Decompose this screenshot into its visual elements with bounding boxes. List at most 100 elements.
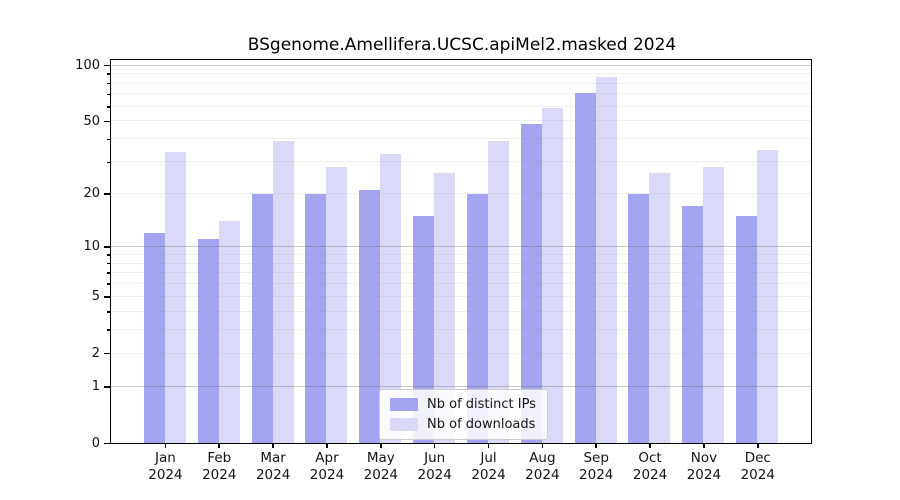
x-tick-feb <box>218 443 221 448</box>
gridline-minor-7 <box>111 272 811 274</box>
legend-item-distinct-ips: Nb of distinct IPs <box>390 397 536 412</box>
plot-area: Nb of distinct IPs Nb of downloads <box>110 59 812 444</box>
bar-downloads-dec <box>757 149 779 443</box>
y-tick-label-2: 2 <box>91 345 100 361</box>
y-minortick-30 <box>106 161 110 164</box>
x-tick-label-aug: Aug 2024 <box>512 450 572 484</box>
gridline-minor-90 <box>111 73 811 75</box>
bar-distinct-ips-sep <box>574 92 596 443</box>
x-tick-year-feb: 2024 <box>202 467 237 483</box>
bar-downloads-apr <box>326 167 348 443</box>
bar-distinct-ips-oct <box>628 193 650 443</box>
y-tick-50 <box>104 120 110 123</box>
gridline-minor-70 <box>111 93 811 95</box>
bar-downloads-jul <box>487 140 509 443</box>
legend-swatch-downloads <box>390 418 418 431</box>
x-tick-label-jul: Jul 2024 <box>459 450 519 484</box>
bar-distinct-ips-jan <box>143 232 165 443</box>
gridline-10 <box>111 246 811 248</box>
gridline-minor-4 <box>111 310 811 312</box>
gridline-5 <box>111 295 811 297</box>
bar-downloads-feb <box>218 221 240 443</box>
gridline-2 <box>111 352 811 354</box>
x-tick-month-jul: Jul <box>480 450 497 466</box>
x-tick-sep <box>595 443 597 448</box>
x-tick-month-dec: Dec <box>744 450 771 466</box>
y-minortick-6 <box>106 283 110 285</box>
gridline-minor-3 <box>111 328 811 330</box>
y-tick-label-1: 1 <box>91 378 100 394</box>
gridline-minor-80 <box>111 82 811 84</box>
gridline-100 <box>111 64 811 66</box>
gridline-minor-9 <box>111 253 811 255</box>
y-minortick-7 <box>106 272 110 275</box>
y-tick-0 <box>104 442 110 445</box>
x-tick-month-mar: Mar <box>260 450 286 466</box>
x-tick-mar <box>272 443 274 448</box>
x-tick-year-jun: 2024 <box>417 467 452 483</box>
x-tick-year-jul: 2024 <box>471 467 506 483</box>
x-tick-month-feb: Feb <box>207 450 232 466</box>
y-tick-label-0: 0 <box>91 435 100 451</box>
x-tick-label-oct: Oct 2024 <box>620 450 680 484</box>
x-tick-may <box>380 443 382 448</box>
x-tick-month-sep: Sep <box>583 450 609 466</box>
y-minortick-90 <box>106 73 110 75</box>
x-tick-label-jan: Jan 2024 <box>135 450 195 484</box>
bar-downloads-jan <box>164 151 186 443</box>
y-minortick-70 <box>106 93 110 96</box>
x-tick-month-may: May <box>366 450 395 466</box>
y-tick-label-100: 100 <box>75 57 100 73</box>
plot-canvas <box>111 60 811 443</box>
gridline-20 <box>111 193 811 195</box>
gridline-1 <box>111 385 811 387</box>
x-tick-year-may: 2024 <box>363 467 398 483</box>
bar-distinct-ips-aug <box>520 124 542 443</box>
bar-downloads-jun <box>434 173 456 443</box>
bar-downloads-oct <box>649 173 671 443</box>
x-tick-year-apr: 2024 <box>309 467 345 483</box>
chart-title: BSgenome.Amellifera.UCSC.apiMel2.masked … <box>247 35 677 55</box>
x-tick-label-sep: Sep 2024 <box>566 450 626 484</box>
y-tick-10 <box>104 246 110 248</box>
y-tick-1 <box>104 386 110 388</box>
x-tick-label-feb: Feb 2024 <box>189 450 249 484</box>
x-tick-year-jan: 2024 <box>148 467 183 483</box>
x-tick-month-aug: Aug <box>529 450 556 466</box>
x-tick-jul <box>487 443 490 448</box>
y-minortick-3 <box>106 329 110 331</box>
bar-distinct-ips-feb <box>197 239 219 443</box>
bar-downloads-aug <box>541 107 563 443</box>
x-tick-month-oct: Oct <box>638 450 662 466</box>
bar-distinct-ips-may <box>359 189 381 443</box>
x-tick-label-mar: Mar 2024 <box>243 450 303 484</box>
bar-distinct-ips-jul <box>466 193 488 443</box>
x-tick-oct <box>649 443 651 448</box>
y-minortick-9 <box>106 254 110 256</box>
x-tick-month-nov: Nov <box>690 450 718 466</box>
y-tick-label-5: 5 <box>91 288 100 304</box>
legend-item-downloads: Nb of downloads <box>390 417 536 432</box>
y-tick-20 <box>104 193 110 196</box>
x-tick-label-may: May 2024 <box>351 450 411 484</box>
bar-distinct-ips-jun <box>413 215 435 443</box>
y-tick-100 <box>104 64 110 67</box>
x-tick-nov <box>703 443 705 448</box>
y-minortick-8 <box>106 262 110 265</box>
y-minortick-80 <box>106 82 110 85</box>
x-tick-label-dec: Dec 2024 <box>728 450 788 484</box>
x-tick-month-jan: Jan <box>155 450 176 466</box>
y-minortick-60 <box>106 106 110 108</box>
gridline-50 <box>111 120 811 122</box>
gridline-minor-6 <box>111 283 811 285</box>
gridline-minor-60 <box>111 105 811 107</box>
x-tick-dec <box>756 443 759 448</box>
legend: Nb of distinct IPs Nb of downloads <box>379 389 548 440</box>
x-tick-apr <box>326 443 328 448</box>
x-tick-year-oct: 2024 <box>632 467 668 483</box>
x-tick-jan <box>164 443 167 448</box>
y-tick-label-20: 20 <box>83 186 100 202</box>
x-tick-jun <box>433 443 436 448</box>
gridline-minor-40 <box>111 138 811 140</box>
